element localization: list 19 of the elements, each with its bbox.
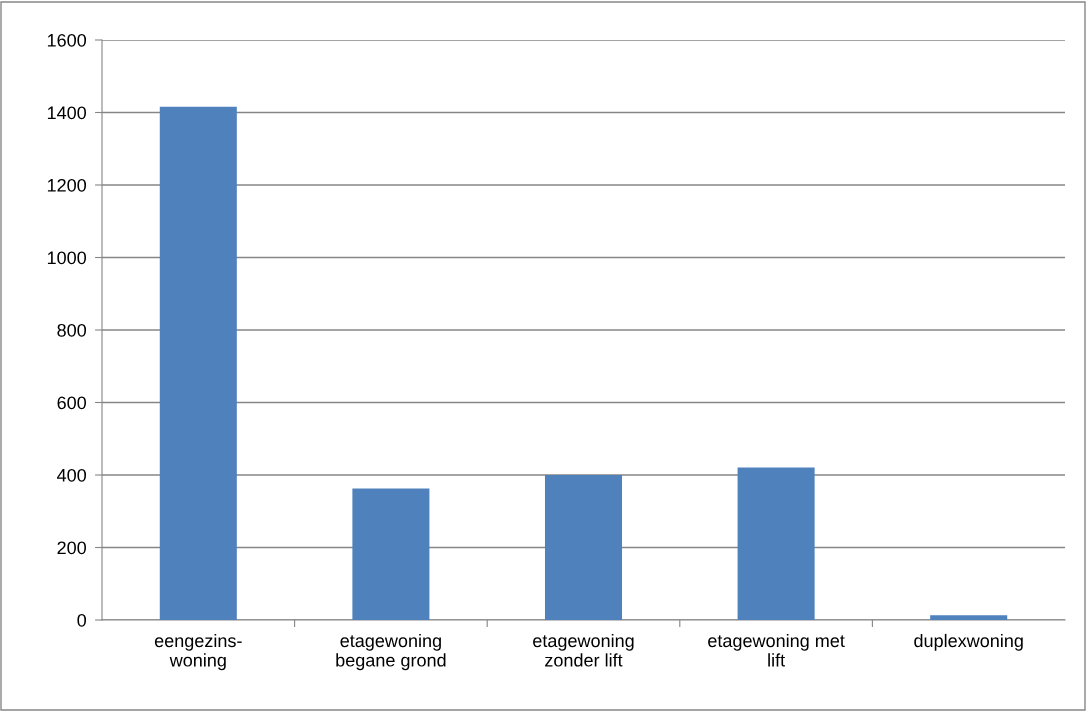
y-tick-label: 400 <box>57 468 87 482</box>
x-tick-label: etagewoning zonder lift <box>533 633 634 667</box>
x-tick-label: etagewoning begane grond <box>336 633 446 671</box>
x-tick-label: duplexwoning <box>914 633 1023 651</box>
y-tick-label: 1400 <box>47 106 87 120</box>
y-tick-label: 0 <box>77 613 87 627</box>
bar <box>544 475 623 620</box>
x-tick-label: etagewoning met lift <box>708 633 845 667</box>
x-tick-label: eengezins- woning <box>154 633 242 671</box>
y-tick-label: 1600 <box>47 33 87 47</box>
y-tick-label: 600 <box>57 396 87 410</box>
y-tick-label: 1000 <box>47 251 87 265</box>
bar <box>352 488 430 620</box>
y-tick-label: 200 <box>57 541 87 555</box>
bar <box>159 106 237 620</box>
bar <box>737 467 815 620</box>
y-tick-label: 800 <box>57 323 87 337</box>
y-tick-label: 1200 <box>47 178 87 192</box>
bar <box>930 615 1008 620</box>
